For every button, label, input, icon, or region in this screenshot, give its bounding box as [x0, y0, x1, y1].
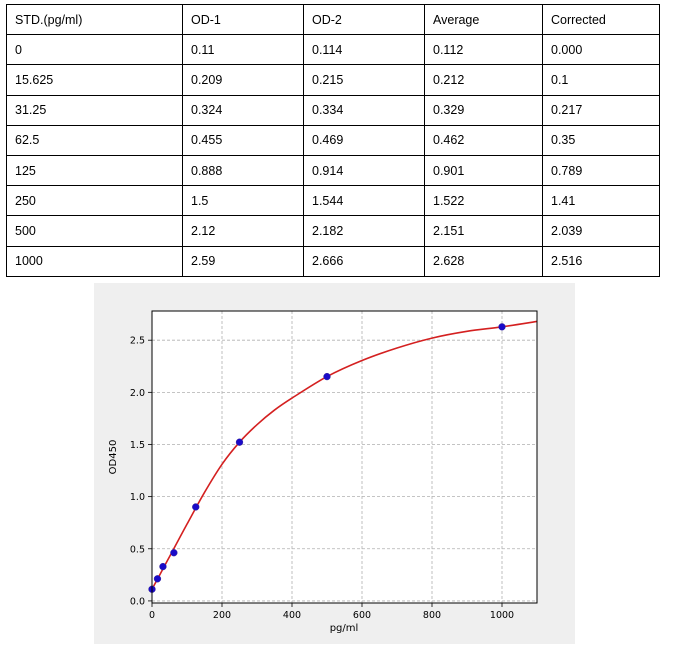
cell-average: 1.522	[424, 185, 543, 217]
cell-average: 2.151	[424, 215, 543, 247]
cell-std: 62.5	[6, 124, 183, 156]
header-od1: OD-1	[182, 3, 304, 36]
cell-od2: 0.114	[303, 34, 425, 66]
y-tick-label: 1.5	[130, 440, 145, 451]
y-tick-label: 0.5	[130, 544, 145, 555]
cell-od1: 0.209	[182, 64, 304, 96]
cell-std: 500	[6, 215, 183, 247]
table-row: 500 2.12 2.182 2.151 2.039	[6, 215, 660, 247]
x-tick-label: 0	[149, 610, 155, 621]
cell-od1: 1.5	[182, 185, 304, 217]
table-row: 62.5 0.455 0.469 0.462 0.35	[6, 124, 660, 156]
plot-area	[152, 311, 537, 603]
data-point	[153, 575, 162, 583]
cell-od2: 1.544	[303, 185, 425, 217]
cell-od1: 2.59	[182, 245, 304, 277]
header-corrected: Corrected	[542, 3, 660, 36]
cell-average: 0.112	[424, 34, 543, 66]
cell-od1: 0.11	[182, 34, 304, 66]
y-tick-label: 2.5	[130, 336, 145, 347]
y-axis-ticks: 0.0 0.5 1.0 1.5 2.0 2.5	[130, 336, 152, 607]
data-point	[170, 549, 178, 557]
cell-od2: 2.666	[303, 245, 425, 277]
grid-lines	[151, 311, 537, 603]
y-axis-label: OD450	[108, 440, 119, 475]
y-tick-label: 0.0	[130, 596, 145, 607]
cell-od1: 2.12	[182, 215, 304, 247]
y-tick-label: 1.0	[130, 492, 145, 503]
table-row: 250 1.5 1.544 1.522 1.41	[6, 185, 660, 217]
table-row: 125 0.888 0.914 0.901 0.789	[6, 154, 660, 187]
cell-average: 0.901	[424, 154, 543, 187]
cell-od2: 0.914	[303, 154, 425, 187]
standard-curve-chart: 0 200 400 600 800 1000 0.0 0.5 1.0 1.5 2.0 2.5 pg/…	[108, 310, 538, 634]
cell-average: 0.212	[424, 64, 543, 96]
x-tick-label: 800	[423, 610, 441, 621]
header-average: Average	[424, 3, 543, 36]
cell-od1: 0.455	[182, 124, 304, 156]
data-point	[235, 438, 244, 446]
fit-curve-line	[151, 320, 538, 590]
x-tick-label: 400	[283, 610, 301, 621]
data-point	[498, 323, 506, 331]
header-od2: OD-2	[303, 3, 425, 36]
data-points	[148, 323, 506, 593]
cell-std: 125	[6, 154, 183, 187]
table-row: 31.25 0.324 0.334 0.329 0.217	[6, 94, 660, 126]
data-point	[192, 503, 200, 511]
cell-od2: 0.215	[303, 64, 425, 96]
standards-table: STD.(pg/ml) OD-1 OD-2 Average Corrected …	[6, 3, 660, 277]
cell-od2: 0.334	[303, 94, 425, 126]
cell-corrected: 0.35	[542, 124, 660, 156]
table-row: 15.625 0.209 0.215 0.212 0.1	[6, 64, 660, 96]
cell-od1: 0.888	[182, 154, 304, 187]
cell-corrected: 0.217	[542, 94, 660, 126]
plot-frame	[151, 310, 538, 604]
cell-corrected: 2.516	[542, 245, 660, 277]
cell-corrected: 2.039	[542, 215, 660, 247]
cell-std: 0	[6, 34, 183, 66]
table-header-row: STD.(pg/ml) OD-1 OD-2 Average Corrected	[6, 3, 660, 36]
x-tick-label: 600	[353, 610, 371, 621]
cell-average: 2.628	[424, 245, 543, 277]
cell-std: 1000	[6, 245, 183, 277]
cell-od1: 0.324	[182, 94, 304, 126]
x-tick-label: 1000	[490, 610, 514, 621]
standard-curve-panel: 0 200 400 600 800 1000 0.0 0.5 1.0 1.5 2.0 2.5 pg/…	[94, 283, 575, 644]
cell-std: 31.25	[6, 94, 183, 126]
header-std: STD.(pg/ml)	[6, 3, 183, 36]
y-tick-label: 2.0	[130, 388, 145, 399]
cell-od2: 0.469	[303, 124, 425, 156]
cell-std: 250	[6, 185, 183, 217]
cell-corrected: 0.1	[542, 64, 660, 96]
x-tick-label: 200	[213, 610, 231, 621]
cell-corrected: 0.000	[542, 34, 660, 66]
table-row: 0 0.11 0.114 0.112 0.000	[6, 34, 660, 66]
cell-average: 0.462	[424, 124, 543, 156]
cell-corrected: 0.789	[542, 154, 660, 187]
table-row: 1000 2.59 2.666 2.628 2.516	[6, 245, 660, 277]
data-point	[159, 562, 167, 571]
x-axis-label: pg/ml	[330, 623, 359, 634]
cell-corrected: 1.41	[542, 185, 660, 217]
data-point	[323, 372, 331, 381]
cell-std: 15.625	[6, 64, 183, 96]
cell-od2: 2.182	[303, 215, 425, 247]
x-axis-ticks: 0 200 400 600 800 1000	[149, 603, 514, 621]
cell-average: 0.329	[424, 94, 543, 126]
